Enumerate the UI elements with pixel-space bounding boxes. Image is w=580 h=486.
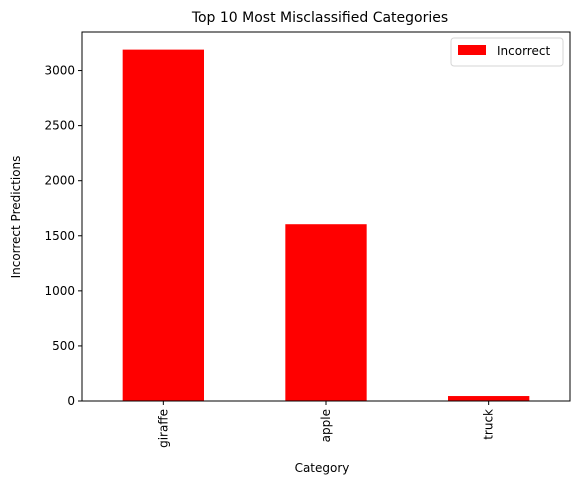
- bar-giraffe: [123, 50, 204, 401]
- y-tick-label-500: 500: [52, 339, 75, 353]
- y-tick-label-2500: 2500: [44, 119, 75, 133]
- y-tick-label-2000: 2000: [44, 174, 75, 188]
- y-tick-label-1500: 1500: [44, 229, 75, 243]
- chart-title: Top 10 Most Misclassified Categories: [191, 10, 448, 26]
- x-tick-label-truck: truck: [482, 409, 496, 440]
- x-axis-label: Category: [295, 461, 350, 475]
- legend-swatch-incorrect: [458, 45, 486, 55]
- y-tick-label-3000: 3000: [44, 64, 75, 78]
- bars-group: [123, 50, 530, 401]
- y-tick-label-1000: 1000: [44, 284, 75, 298]
- y-tick-label-0: 0: [67, 394, 75, 408]
- bar-truck: [448, 396, 529, 401]
- bar-apple: [285, 224, 366, 401]
- y-axis-ticks: 0 500 1000 1500 2000 2500 3000: [44, 64, 82, 408]
- legend-label-incorrect: Incorrect: [497, 44, 550, 58]
- y-axis-label: Incorrect Predictions: [9, 156, 23, 279]
- x-tick-label-apple: apple: [319, 409, 333, 442]
- x-tick-label-giraffe: giraffe: [156, 409, 170, 448]
- legend: Incorrect: [451, 38, 563, 66]
- x-axis-ticks: giraffe apple truck: [156, 401, 495, 448]
